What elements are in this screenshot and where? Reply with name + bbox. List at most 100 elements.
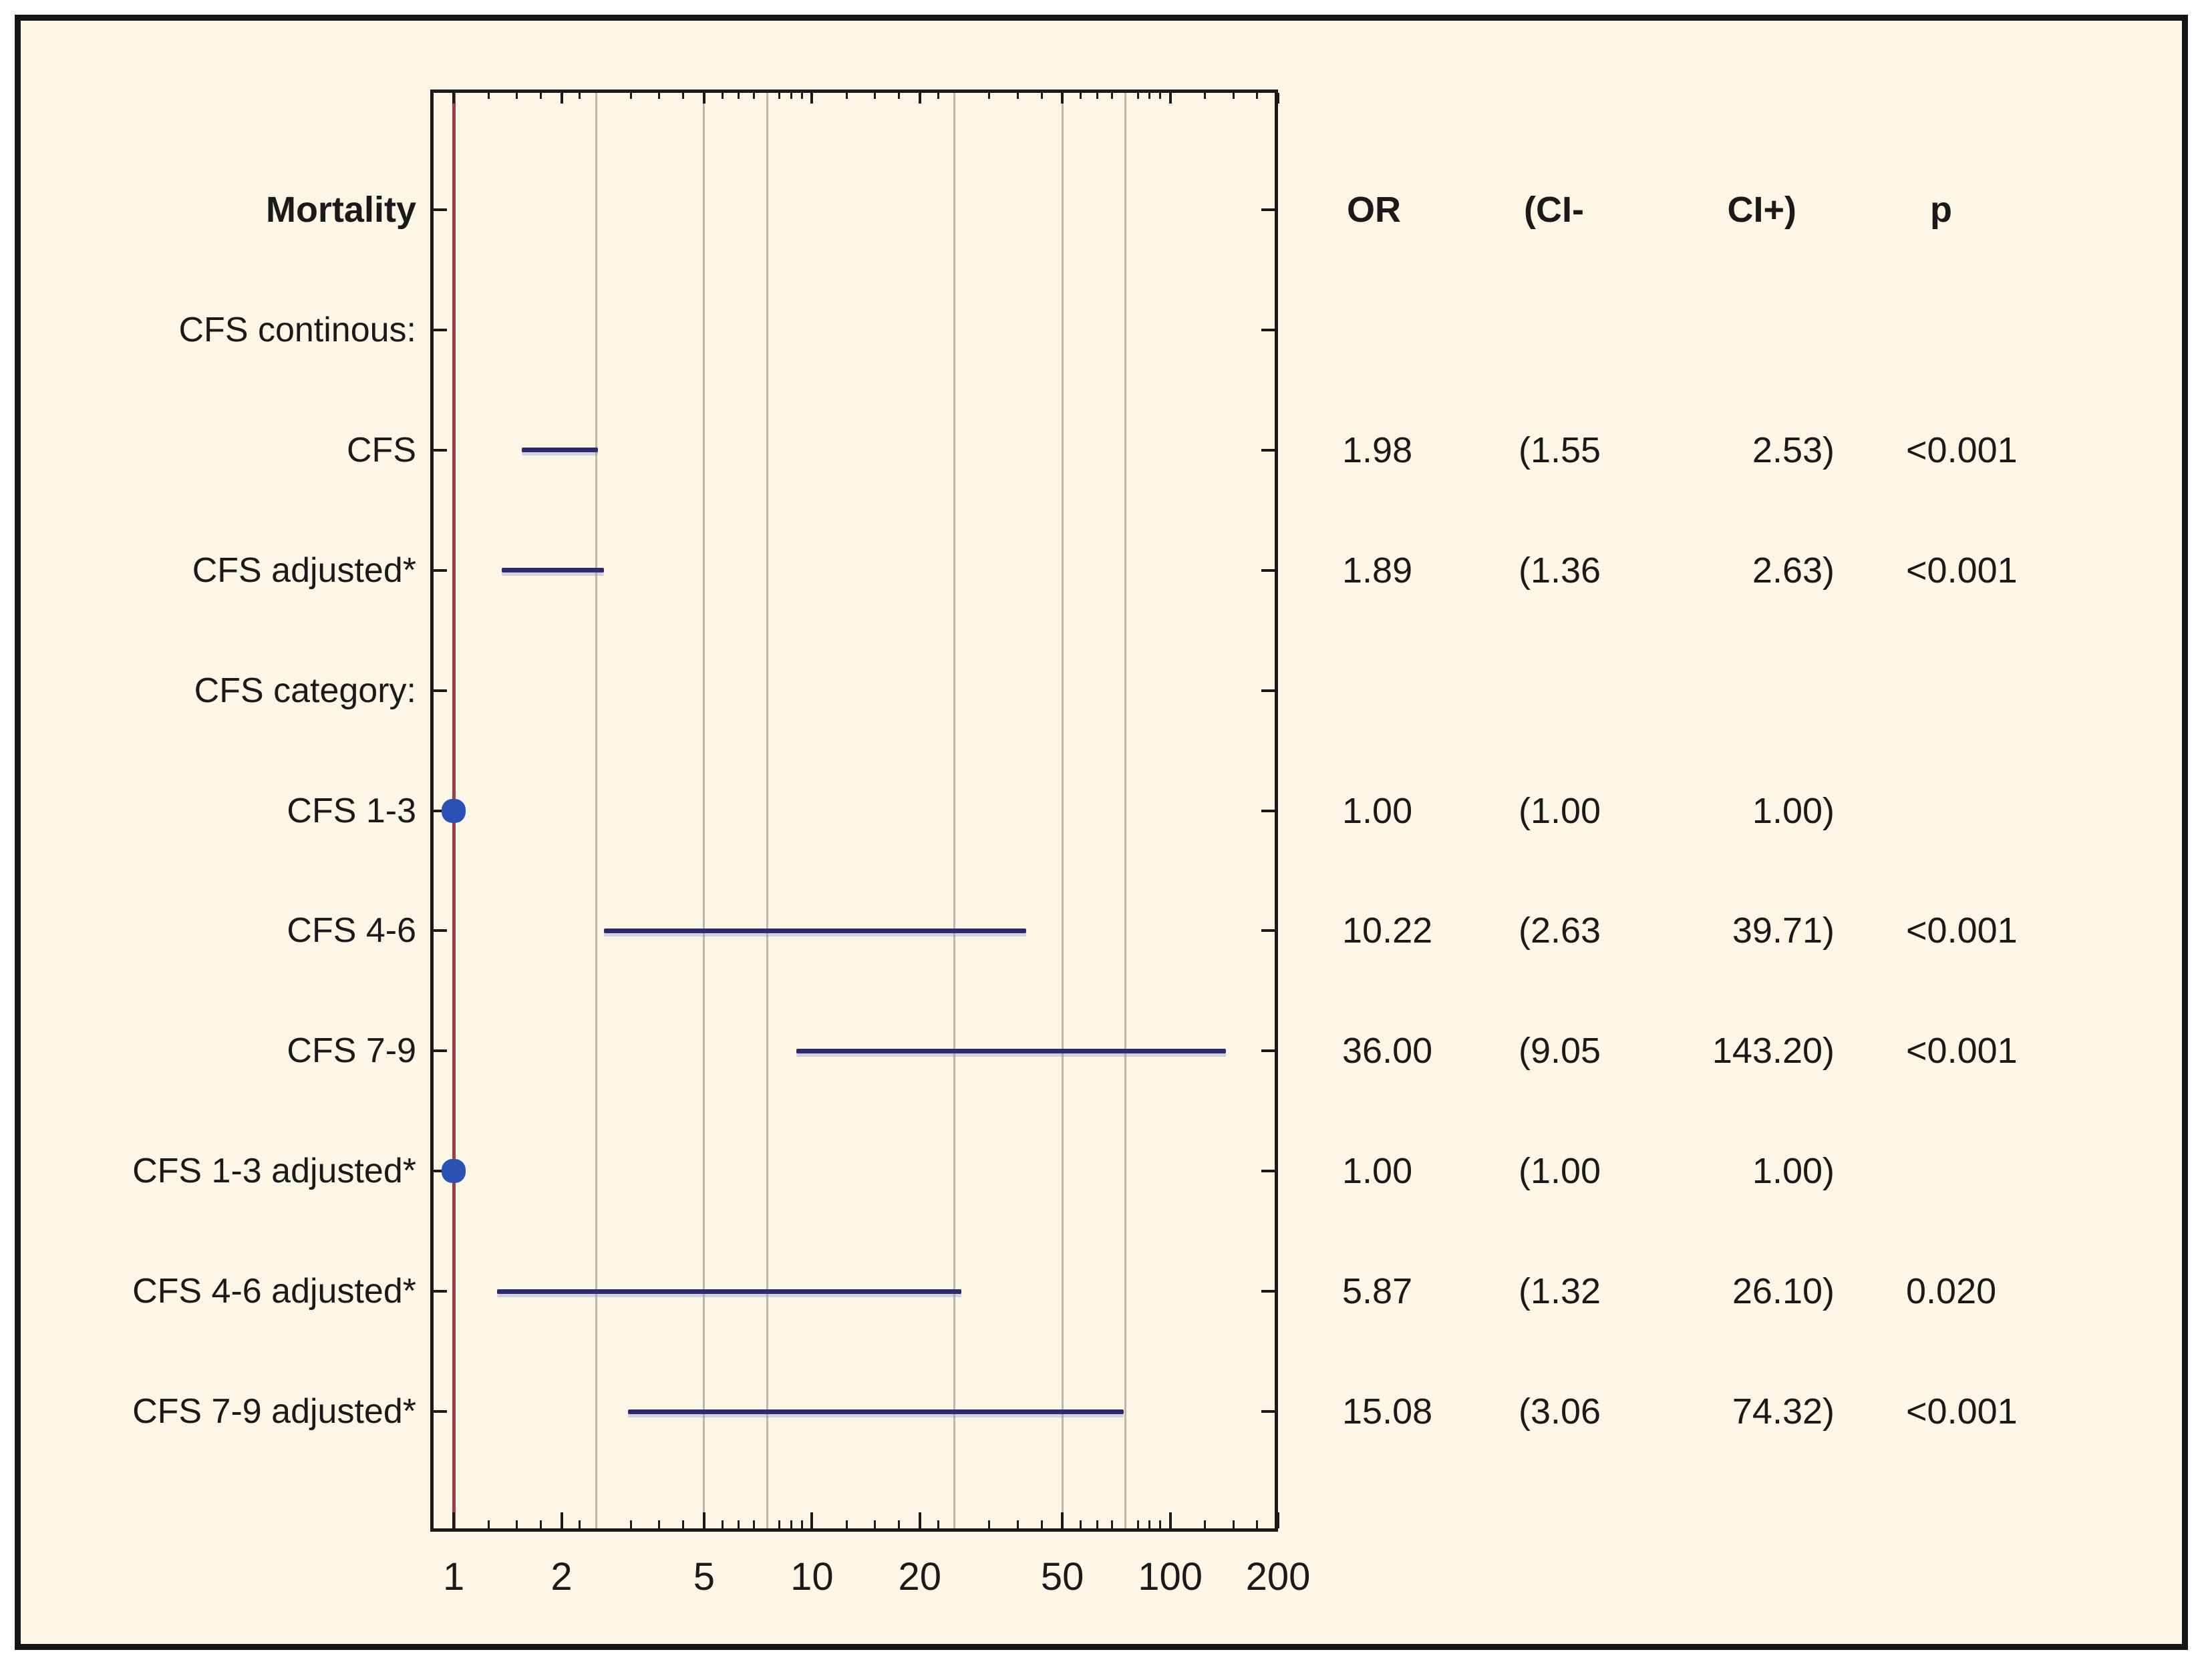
x-tick-bottom (810, 1512, 814, 1528)
table-cell-p: <0.001 (1906, 910, 2018, 951)
table-cell-or: 1.00 (1342, 790, 1413, 831)
table-header-ci-low: (CI- (1524, 189, 1584, 230)
x-tick-bottom (1040, 1520, 1043, 1528)
table-header-or: OR (1347, 189, 1401, 230)
x-tick-label-50: 50 (1040, 1555, 1084, 1599)
x-tick-bottom (937, 1520, 939, 1528)
x-tick-label-20: 20 (898, 1555, 942, 1599)
x-tick-top (1168, 93, 1172, 104)
x-tick-bottom (1016, 1520, 1019, 1528)
x-tick-top (874, 93, 877, 99)
plot-frame (430, 90, 1278, 1532)
x-tick-top (560, 93, 563, 104)
x-tick-top (1096, 93, 1098, 99)
table-cell-or: 1.89 (1342, 550, 1413, 591)
table-cell-ci-high: 1.00) (1752, 1151, 1835, 1192)
gridline-2.5 (595, 93, 597, 1528)
table-cell-or: 36.00 (1342, 1031, 1433, 1071)
ci-line (604, 928, 1027, 933)
ci-line (522, 448, 599, 453)
x-tick-top (937, 93, 939, 99)
x-tick-bottom (1061, 1512, 1064, 1528)
x-tick-bottom (845, 1520, 848, 1528)
x-tick-top (1232, 93, 1235, 99)
x-tick-bottom (918, 1512, 921, 1528)
table-header-p: p (1930, 189, 1952, 230)
x-tick-top (452, 93, 456, 104)
row-label: CFS category: (194, 671, 416, 710)
x-tick-label-5: 5 (693, 1555, 716, 1599)
x-tick-top (845, 93, 848, 99)
x-tick-top (988, 93, 991, 99)
x-tick-bottom (516, 1520, 518, 1528)
gridline-5 (703, 93, 705, 1528)
x-tick-top (898, 93, 901, 99)
x-tick-bottom (738, 1520, 740, 1528)
row-tick-left (434, 568, 447, 572)
x-tick-bottom (1204, 1520, 1207, 1528)
x-tick-label-10: 10 (790, 1555, 834, 1599)
table-cell-ci-low: (1.32 (1519, 1271, 1601, 1312)
table-cell-ci-low: (3.06 (1519, 1391, 1601, 1432)
row-label: Mortality (265, 189, 416, 230)
gridline-25 (953, 93, 956, 1528)
x-tick-label-2: 2 (550, 1555, 573, 1599)
x-tick-top (658, 93, 661, 99)
x-tick-bottom (560, 1512, 563, 1528)
row-tick-left (434, 1290, 447, 1293)
x-tick-label-1: 1 (442, 1555, 465, 1599)
row-tick-left (434, 1410, 447, 1413)
row-tick-left (434, 929, 447, 933)
table-cell-or: 1.00 (1342, 1151, 1413, 1192)
table-cell-p: <0.001 (1906, 1031, 2018, 1071)
table-cell-ci-low: (1.55 (1519, 430, 1601, 470)
table-cell-ci-high: 1.00) (1752, 790, 1835, 831)
x-tick-bottom (452, 1512, 456, 1528)
row-tick-left (434, 448, 447, 452)
row-tick-right (1261, 809, 1275, 812)
x-tick-top (539, 93, 542, 99)
x-tick-bottom (1168, 1512, 1172, 1528)
or-marker (442, 1159, 466, 1184)
table-cell-ci-low: (2.63 (1519, 910, 1601, 951)
table-cell-ci-high: 2.53) (1752, 430, 1835, 470)
row-tick-right (1261, 929, 1275, 933)
table-cell-p: <0.001 (1906, 550, 2018, 591)
x-tick-top (629, 93, 632, 99)
table-cell-or: 10.22 (1342, 910, 1433, 951)
x-tick-top (738, 93, 740, 99)
x-tick-top (682, 93, 685, 99)
x-tick-label-100: 100 (1138, 1555, 1203, 1599)
row-tick-left (434, 689, 447, 692)
x-tick-top (1080, 93, 1082, 99)
x-tick-bottom (702, 1512, 705, 1528)
x-tick-top (778, 93, 781, 99)
table-cell-ci-low: (1.00 (1519, 1151, 1601, 1192)
x-tick-top (810, 93, 814, 104)
table-cell-ci-low: (1.36 (1519, 550, 1601, 591)
x-tick-top (1256, 93, 1259, 99)
table-cell-or: 5.87 (1342, 1271, 1413, 1312)
x-tick-bottom (487, 1520, 490, 1528)
x-tick-bottom (721, 1520, 724, 1528)
x-tick-bottom (682, 1520, 685, 1528)
row-label: CFS 1-3 (287, 791, 416, 830)
x-tick-bottom (1159, 1520, 1162, 1528)
row-label: CFS (347, 430, 416, 470)
x-tick-top (1148, 93, 1150, 99)
table-cell-p: 0.020 (1906, 1271, 1997, 1312)
row-tick-right (1261, 208, 1275, 211)
row-tick-left (434, 328, 447, 331)
or-marker (442, 798, 466, 823)
x-tick-top (516, 93, 518, 99)
row-label: CFS adjusted* (192, 550, 416, 590)
gridline-7.5 (766, 93, 768, 1528)
x-tick-label-200: 200 (1245, 1555, 1311, 1599)
x-tick-top (721, 93, 724, 99)
row-tick-right (1261, 1049, 1275, 1053)
x-tick-bottom (1110, 1520, 1113, 1528)
table-cell-ci-low: (1.00 (1519, 790, 1601, 831)
row-tick-left (434, 1049, 447, 1053)
x-tick-bottom (1136, 1520, 1139, 1528)
row-tick-left (434, 809, 447, 812)
